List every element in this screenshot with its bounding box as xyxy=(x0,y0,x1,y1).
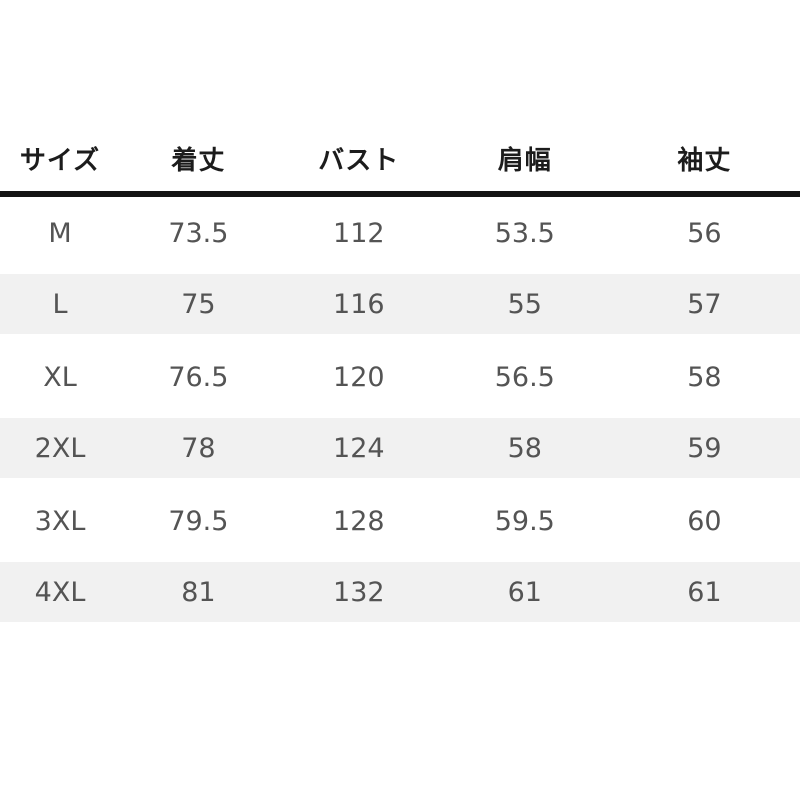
cell-size: XL xyxy=(0,341,120,413)
col-header-bust: バスト xyxy=(276,132,441,197)
table-header: サイズ 着丈 バスト 肩幅 袖丈 xyxy=(0,132,800,197)
cell-value: 75 xyxy=(120,269,277,341)
cell-value: 116 xyxy=(276,269,441,341)
cell-value: 57 xyxy=(608,269,800,341)
cell-value: 59.5 xyxy=(440,485,609,557)
cell-value: 124 xyxy=(276,413,441,485)
cell-size: L xyxy=(0,269,120,341)
cell-size: 2XL xyxy=(0,413,120,485)
cell-value: 73.5 xyxy=(120,197,277,269)
table-row-2xl: 2XL 78 124 58 59 xyxy=(0,413,800,485)
cell-value: 79.5 xyxy=(120,485,277,557)
col-header-sleeve-length: 袖丈 xyxy=(608,132,800,197)
cell-value: 132 xyxy=(276,557,441,629)
table-body: M 73.5 112 53.5 56 L 75 116 55 57 XL 76.… xyxy=(0,197,800,629)
cell-value: 58 xyxy=(440,413,609,485)
cell-value: 61 xyxy=(608,557,800,629)
table-row-l: L 75 116 55 57 xyxy=(0,269,800,341)
cell-value: 76.5 xyxy=(120,341,277,413)
table-row-m: M 73.5 112 53.5 56 xyxy=(0,197,800,269)
table-row-4xl: 4XL 81 132 61 61 xyxy=(0,557,800,629)
table-row-3xl: 3XL 79.5 128 59.5 60 xyxy=(0,485,800,557)
cell-value: 112 xyxy=(276,197,441,269)
cell-value: 128 xyxy=(276,485,441,557)
cell-size: M xyxy=(0,197,120,269)
cell-value: 55 xyxy=(440,269,609,341)
cell-value: 60 xyxy=(608,485,800,557)
header-row: サイズ 着丈 バスト 肩幅 袖丈 xyxy=(0,132,800,197)
size-chart-container: サイズ 着丈 バスト 肩幅 袖丈 M 73.5 112 53.5 56 L 75 xyxy=(0,132,800,629)
cell-value: 78 xyxy=(120,413,277,485)
cell-value: 56 xyxy=(608,197,800,269)
cell-size: 4XL xyxy=(0,557,120,629)
cell-value: 61 xyxy=(440,557,609,629)
cell-value: 120 xyxy=(276,341,441,413)
cell-value: 81 xyxy=(120,557,277,629)
cell-value: 53.5 xyxy=(440,197,609,269)
table-row-xl: XL 76.5 120 56.5 58 xyxy=(0,341,800,413)
cell-value: 59 xyxy=(608,413,800,485)
size-chart-table: サイズ 着丈 バスト 肩幅 袖丈 M 73.5 112 53.5 56 L 75 xyxy=(0,132,800,629)
col-header-shoulder-width: 肩幅 xyxy=(440,132,609,197)
col-header-body-length: 着丈 xyxy=(120,132,277,197)
col-header-size: サイズ xyxy=(0,132,120,197)
cell-size: 3XL xyxy=(0,485,120,557)
cell-value: 56.5 xyxy=(440,341,609,413)
cell-value: 58 xyxy=(608,341,800,413)
